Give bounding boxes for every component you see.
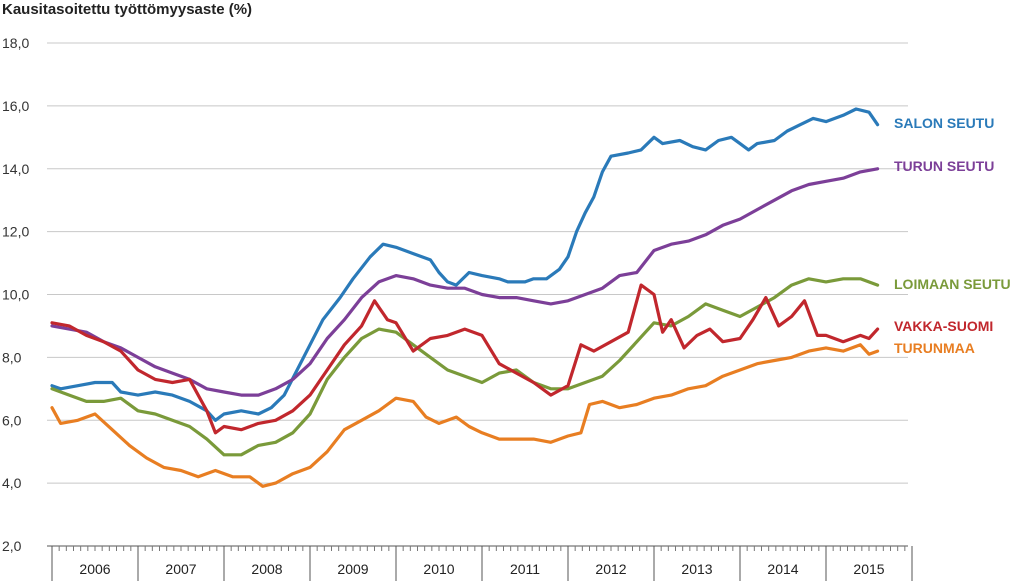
x-tick-label: 2012: [595, 561, 626, 577]
series-line-vakka-suomi: [50, 283, 880, 435]
series-line-loimaan-seutu: [50, 277, 880, 457]
y-axis-ticks: 2,0 4,0 6,0 8,0 10,0 12,0 14,0 16,0 18,0: [2, 35, 29, 554]
y-tick-label: 16,0: [2, 98, 29, 114]
x-tick-label: 2015: [853, 561, 884, 577]
x-tick-label: 2007: [165, 561, 196, 577]
x-tick-label: 2009: [337, 561, 368, 577]
series-line-turun-seutu: [50, 167, 880, 397]
x-tick-label: 2013: [681, 561, 712, 577]
series-label-turun-seutu: TURUN SEUTU: [894, 158, 994, 174]
series-label-vakka-suomi: VAKKA-SUOMI: [894, 318, 993, 334]
y-tick-label: 2,0: [2, 538, 22, 554]
series-lines: [50, 107, 880, 488]
y-tick-label: 8,0: [2, 349, 22, 365]
y-tick-label: 10,0: [2, 287, 29, 303]
x-tick-label: 2008: [251, 561, 282, 577]
series-labels: SALON SEUTU TURUN SEUTU LOIMAAN SEUTU VAKKA…: [894, 115, 1011, 356]
series-line-salon-seutu: [50, 107, 880, 422]
y-tick-label: 6,0: [2, 412, 22, 428]
x-tick-label: 2014: [767, 561, 798, 577]
y-tick-label: 18,0: [2, 35, 29, 51]
x-axis: 2006 2007 2008 2009 2010 2011 2012 2013 2014 2015: [47, 545, 913, 581]
series-label-loimaan-seutu: LOIMAAN SEUTU: [894, 276, 1011, 292]
x-tick-label: 2006: [79, 561, 110, 577]
chart-title: Kausitasoitettu työttömyysaste (%): [2, 1, 253, 18]
y-tick-label: 14,0: [2, 161, 29, 177]
y-tick-label: 12,0: [2, 224, 29, 240]
series-line-turunmaa: [50, 343, 880, 488]
series-label-salon-seutu: SALON SEUTU: [894, 115, 994, 131]
x-tick-label: 2010: [423, 561, 454, 577]
x-tick-label: 2011: [510, 561, 540, 577]
series-label-turunmaa: TURUNMAA: [894, 340, 975, 356]
y-tick-label: 4,0: [2, 475, 22, 491]
